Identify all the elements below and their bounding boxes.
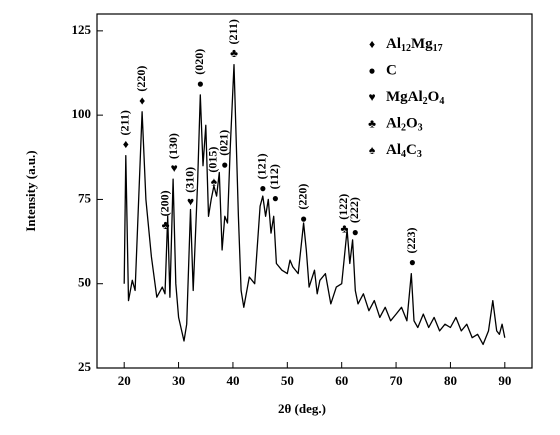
x-tick-label: 80: [444, 373, 457, 388]
legend-label: Al2O3: [386, 116, 423, 134]
legend-symbol: ♥: [368, 90, 375, 104]
peak-label: (112): [267, 164, 281, 189]
x-tick-label: 70: [390, 373, 403, 388]
peak-label: (015): [206, 147, 220, 173]
peak-symbol: ♣: [230, 46, 238, 60]
peak-symbol: ●: [272, 191, 279, 205]
peak-symbol: ♥: [171, 161, 178, 175]
x-axis-label: 2θ (deg.): [278, 401, 326, 416]
legend-label: MgAl2O4: [386, 89, 444, 107]
peak-symbol: ●: [409, 255, 416, 269]
plot-frame: [96, 13, 533, 369]
legend-label: Al4C3: [386, 142, 422, 160]
peak-label: (220): [295, 184, 309, 210]
legend-symbol: ♠: [369, 143, 376, 157]
peak-label: (211): [118, 110, 132, 135]
x-tick-label: 60: [335, 373, 348, 388]
peak-symbol: ●: [259, 181, 266, 195]
peak-symbol: ♦: [139, 93, 145, 107]
peak-label: (122): [336, 194, 350, 220]
peak-label: (222): [347, 197, 361, 223]
legend-symbol: ♣: [368, 116, 376, 130]
x-tick-label: 30: [172, 373, 185, 388]
y-tick-label: 75: [78, 190, 92, 205]
peak-label: (223): [404, 227, 418, 253]
peak-label: (021): [217, 130, 231, 156]
peak-symbol: ♣: [162, 218, 170, 232]
x-tick-label: 20: [118, 373, 131, 388]
peak-label: (020): [192, 49, 206, 75]
y-tick-label: 125: [72, 22, 92, 37]
peak-label: (220): [134, 66, 148, 92]
peak-symbol: ●: [197, 77, 204, 91]
y-tick-label: 50: [78, 275, 91, 290]
y-tick-label: 25: [78, 359, 92, 374]
x-tick-label: 40: [226, 373, 239, 388]
legend-label: C: [386, 63, 397, 79]
peak-label: (211): [226, 19, 240, 44]
legend-symbol: ●: [368, 63, 375, 77]
y-axis-label: Intensity (a.u.): [23, 150, 38, 231]
peak-label: (200): [157, 190, 171, 216]
peak-symbol: ●: [221, 157, 228, 171]
xrd-line: [123, 63, 506, 346]
peak-symbol: ♦: [123, 137, 129, 151]
peak-label: (130): [166, 133, 180, 159]
peak-symbol: ●: [300, 211, 307, 225]
legend-symbol: ♦: [369, 37, 375, 51]
x-tick-label: 90: [498, 373, 511, 388]
peak-symbol: ♣: [340, 222, 348, 236]
peak-symbol: ♥: [187, 195, 194, 209]
peak-symbol: ●: [352, 225, 359, 239]
peak-label: (310): [182, 167, 196, 193]
x-tick-label: 50: [281, 373, 294, 388]
peak-label: (121): [255, 153, 269, 179]
peak-symbol: ♠: [211, 174, 218, 188]
y-tick-label: 100: [72, 106, 92, 121]
legend-label: Al12Mg17: [386, 36, 443, 54]
